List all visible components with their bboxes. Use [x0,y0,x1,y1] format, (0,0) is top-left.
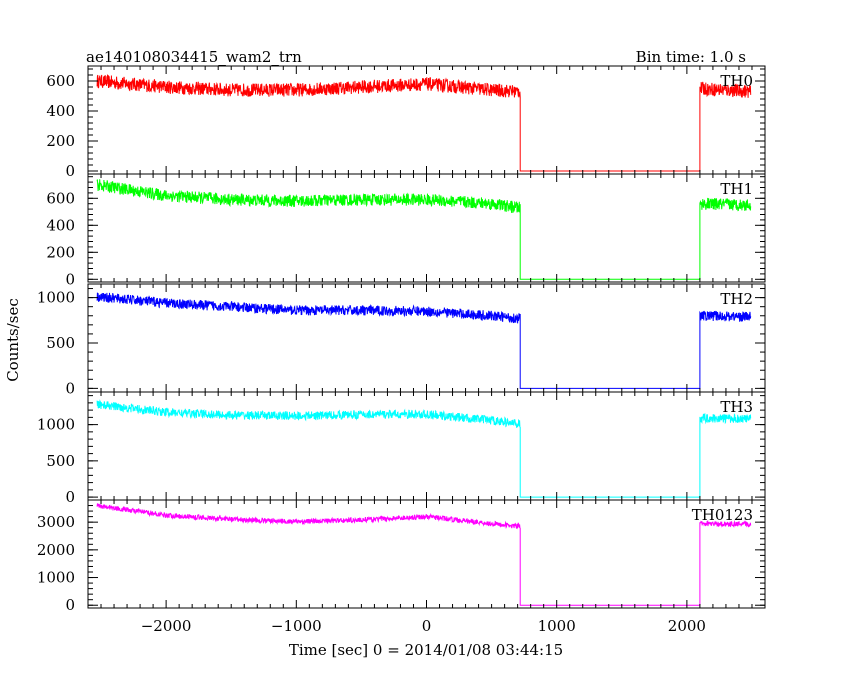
x-tick-label: 0 [422,617,432,635]
panel-frame [87,173,766,283]
y-tick-label: 2000 [37,541,75,559]
series-line-th2 [96,292,752,389]
x-tick-label: 1000 [538,617,576,635]
y-tick-label: 600 [46,72,75,90]
y-tick-label: 500 [46,334,75,352]
panel-frame [87,391,766,501]
bin-time-label: Bin time: 1.0 s [636,48,746,66]
y-tick-label: 400 [46,216,75,234]
x-tick-label: −1000 [271,617,322,635]
y-tick-label: 500 [46,452,75,470]
y-tick-label: 0 [65,162,75,180]
y-tick-label: 0 [65,379,75,397]
y-tick-label: 1000 [37,289,75,307]
y-tick-label: 200 [46,243,75,261]
x-axis-label: Time [sec] 0 = 2014/01/08 03:44:15 [289,641,563,659]
x-axis: −2000 −1000 0 1000 2000 [141,617,706,635]
y-tick-label: 600 [46,189,75,207]
panel-label-th2: TH2 [720,290,753,308]
panel-th2: 0 500 1000 TH2 [37,283,766,397]
series-line-th1 [96,179,752,280]
y-tick-label: 1000 [37,569,75,587]
series-line-th0 [96,74,752,172]
panel-th1: 0 200 400 600 TH1 [46,173,766,288]
y-tick-label: 3000 [37,513,75,531]
series-line-th0123 [96,502,752,606]
panel-frame [87,283,766,393]
y-tick-label: 1000 [37,416,75,434]
chart-title: ae140108034415_wam2_trn [86,48,302,66]
x-tick-label: 2000 [668,617,706,635]
series-line-th3 [96,399,752,498]
y-tick-label: 0 [65,596,75,614]
panel-th3: 0 500 1000 TH3 [37,391,766,506]
panel-label-th0: TH0 [720,72,753,90]
x-tick-label: −2000 [141,617,192,635]
panel-label-th1: TH1 [720,180,753,198]
panels-group: 0 200 400 600 TH0 0 200 400 600 TH1 0 500 1000 TH2 0 50… [37,65,766,614]
panel-th0: 0 200 400 600 TH0 [46,65,766,180]
y-tick-label: 0 [65,488,75,506]
panel-label-th0123: TH0123 [692,506,753,524]
panel-label-th3: TH3 [720,398,753,416]
panel-th0123: 0 1000 2000 3000 TH0123 [37,499,766,614]
y-tick-label: 0 [65,270,75,288]
y-tick-label: 200 [46,132,75,150]
y-tick-label: 400 [46,102,75,120]
y-axis-label: Counts/sec [4,298,22,382]
